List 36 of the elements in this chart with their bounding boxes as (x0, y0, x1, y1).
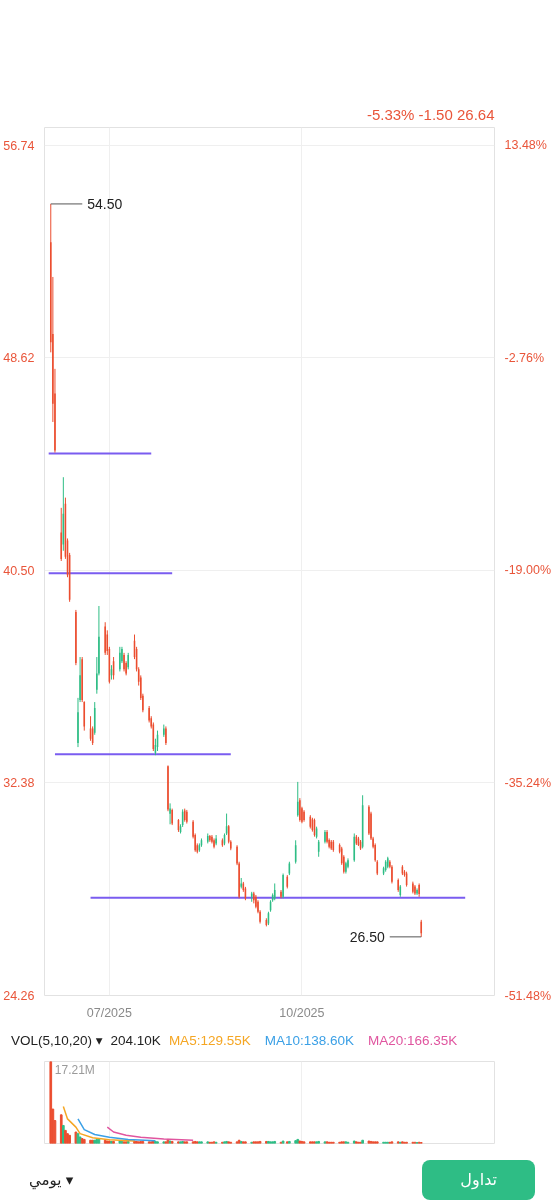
text: MA10:138.60K (264, 1033, 354, 1048)
y2-tick-label: -2.76% (504, 350, 545, 365)
candlestick (104, 621, 106, 656)
candlestick (296, 781, 299, 818)
text: VOL(5,10,20) ▾ (11, 1033, 103, 1048)
x-tick-label: 07/2025 (86, 1005, 133, 1020)
candlestick (127, 652, 130, 670)
y-tick-label: 48.62 (3, 351, 35, 366)
text: 204.10K (110, 1033, 161, 1048)
candlestick (416, 887, 418, 896)
annotation: 17.21M (54, 1062, 95, 1077)
y-tick-label: 56.74 (3, 138, 35, 153)
candlestick (213, 837, 215, 849)
y2-tick-label: -35.24% (504, 775, 552, 790)
candlestick (414, 884, 416, 896)
y2-tick-label: 13.48% (504, 138, 547, 153)
y-tick-label: 24.26 (3, 989, 35, 1003)
text: يومي ▾ (29, 1170, 74, 1191)
chart-subtitle: -5.33% -1.50 26.64 (366, 105, 495, 123)
text: تداول (422, 1159, 535, 1200)
candlestick (303, 809, 305, 823)
y2-tick-label: -19.00% (504, 563, 552, 578)
candlestick (75, 609, 77, 666)
candlestick (368, 804, 370, 836)
text: MA20:166.35K (368, 1033, 458, 1048)
candlestick (165, 725, 167, 746)
annotation: 26.50 (349, 928, 385, 945)
candlestick (280, 889, 282, 899)
y-tick-label: 40.50 (3, 563, 35, 578)
candlestick (391, 864, 393, 884)
text: MA5:129.55K (168, 1033, 251, 1048)
candlestick (123, 652, 125, 672)
y-tick-label: 32.38 (3, 776, 35, 791)
x-tick-label: 10/2025 (279, 1005, 325, 1020)
annotation: 54.50 (87, 195, 123, 212)
y2-tick-label: -51.48% (504, 988, 552, 1003)
